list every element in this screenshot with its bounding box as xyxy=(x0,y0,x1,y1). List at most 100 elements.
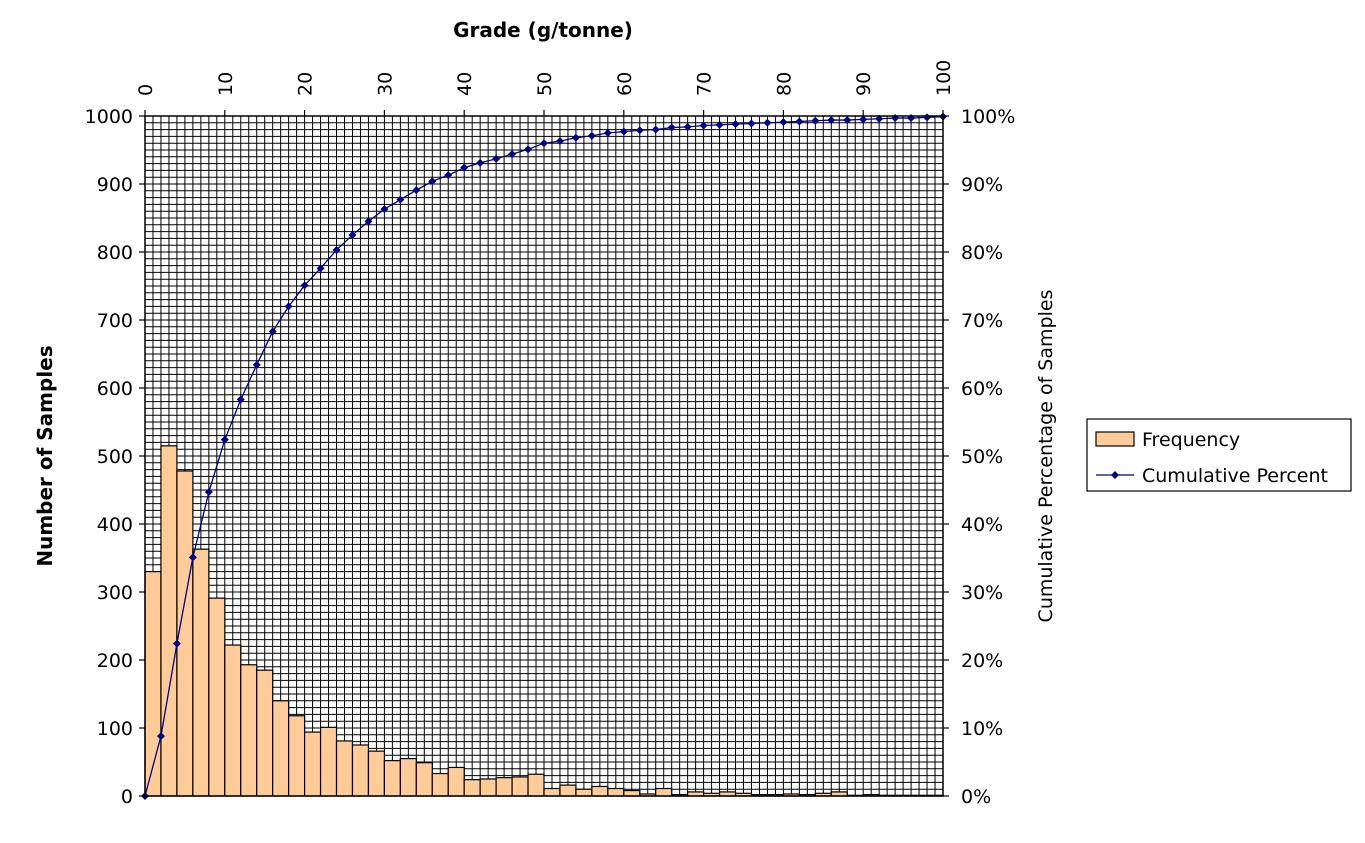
secondary-y-axis-tick-label: 50% xyxy=(961,446,1003,468)
frequency-bar xyxy=(335,740,354,797)
frequency-bar xyxy=(383,760,401,797)
cumulative-percent-point xyxy=(268,327,277,336)
legend-frequency-swatch xyxy=(1095,431,1135,447)
secondary-y-axis-tick-label: 40% xyxy=(961,514,1003,536)
frequency-bar xyxy=(415,762,433,797)
x-axis-tick-label: 50 xyxy=(534,72,556,96)
y-axis-tick-label: 0 xyxy=(121,786,133,808)
cumulative-percent-point xyxy=(651,125,660,134)
cumulative-percent-point xyxy=(747,119,756,128)
cumulative-percent-point xyxy=(476,158,485,167)
cumulative-percent-point xyxy=(683,122,692,131)
x-axis-tick-label: 0 xyxy=(135,84,157,96)
cumulative-percent-point xyxy=(619,127,628,136)
cumulative-percent-point xyxy=(156,732,165,741)
frequency-bar xyxy=(304,731,322,797)
cumulative-line xyxy=(141,112,947,800)
y-axis-title: Number of Samples xyxy=(33,345,57,566)
frequency-bar xyxy=(511,776,529,797)
cumulative-percent-point xyxy=(779,118,788,127)
y-axis-tick-label: 600 xyxy=(97,378,133,400)
y-axis-tick-label: 800 xyxy=(97,242,133,264)
cumulative-percent-point xyxy=(667,123,676,132)
frequency-bar xyxy=(367,750,386,797)
frequency-bar xyxy=(527,773,545,797)
frequency-bar xyxy=(431,772,449,797)
cumulative-percent-point xyxy=(364,217,373,226)
cumulative-percent-point xyxy=(316,264,325,273)
secondary-y-axis-tick-label: 70% xyxy=(961,310,1003,332)
frequency-bar xyxy=(256,669,274,797)
frequency-bar xyxy=(319,726,338,797)
y-axis-tick-label: 100 xyxy=(97,718,133,740)
x-axis-tick-label: 40 xyxy=(454,72,476,96)
cumulative-percent-point xyxy=(571,133,580,142)
cumulative-percent-point xyxy=(396,195,405,204)
secondary-y-axis-tick-label: 60% xyxy=(961,378,1003,400)
secondary-y-axis-tick-label: 0% xyxy=(961,786,991,808)
cumulative-percent-point xyxy=(492,154,501,163)
cumulative-percent-point xyxy=(603,129,612,137)
x-axis-tick-label: 80 xyxy=(773,72,795,96)
cumulative-percent-point xyxy=(524,145,533,154)
legend-frequency-label: Frequency xyxy=(1142,429,1240,451)
y-axis-tick-label: 900 xyxy=(97,174,133,196)
frequency-bar xyxy=(463,779,481,797)
y-axis-tick-label: 700 xyxy=(97,310,133,332)
cumulative-percent-point xyxy=(220,435,229,444)
frequency-bar xyxy=(160,445,178,797)
axes: 010020030040050060070080090010000%10%20%… xyxy=(85,60,1016,808)
legend-cumulative-marker xyxy=(1111,471,1119,479)
frequency-bar xyxy=(240,664,258,797)
cumulative-percent-point xyxy=(284,302,293,311)
secondary-y-axis-tick-label: 20% xyxy=(961,650,1003,672)
cumulative-percent-point xyxy=(444,171,453,180)
y-axis-tick-label: 300 xyxy=(97,582,133,604)
frequency-bar xyxy=(447,766,465,797)
secondary-y-axis-tick-label: 100% xyxy=(961,106,1015,128)
cumulative-percent-point xyxy=(587,131,596,140)
x-axis-tick-label: 70 xyxy=(694,72,716,96)
x-axis-tick-label: 10 xyxy=(215,72,237,96)
frequency-bar xyxy=(399,757,417,797)
x-axis-tick-label: 90 xyxy=(853,72,875,96)
cumulative-percent-point xyxy=(843,116,852,125)
cumulative-percent-point xyxy=(859,115,868,124)
cumulative-percent-point xyxy=(188,553,197,562)
frequency-bar xyxy=(351,744,370,797)
y-axis-tick-label: 1000 xyxy=(85,106,133,128)
frequency-bar xyxy=(288,715,306,797)
frequency-bar xyxy=(208,597,226,797)
cumulative-percent-point xyxy=(300,281,309,290)
secondary-y-axis-tick-label: 90% xyxy=(961,174,1003,196)
cumulative-percent-point xyxy=(763,118,772,127)
cumulative-percent-point xyxy=(236,395,245,404)
y-axis-tick-label: 500 xyxy=(97,446,133,468)
frequency-bar xyxy=(495,777,513,797)
cumulative-percent-point xyxy=(332,245,341,254)
frequency-bar xyxy=(607,787,625,797)
frequency-bars xyxy=(144,445,944,797)
cumulative-percent-point xyxy=(204,488,213,497)
x-axis-tick-label: 30 xyxy=(374,72,396,96)
cumulative-percent-point xyxy=(380,205,389,214)
secondary-y-axis-tick-label: 80% xyxy=(961,242,1003,264)
cumulative-percent-point xyxy=(555,137,564,146)
cumulative-percent-point xyxy=(540,139,548,148)
cumulative-percent-point xyxy=(508,150,517,159)
frequency-bar xyxy=(144,570,162,797)
cumulative-percent-point xyxy=(811,116,820,125)
frequency-bar xyxy=(575,788,593,797)
legend-box xyxy=(1086,418,1352,492)
secondary-y-axis-tick-label: 30% xyxy=(961,582,1003,604)
secondary-y-axis-tick-label: 10% xyxy=(961,718,1003,740)
cumulative-percent-point xyxy=(460,163,469,172)
frequency-bar xyxy=(591,785,609,797)
cumulative-percent-point xyxy=(412,186,421,195)
legend-cumulative-label: Cumulative Percent xyxy=(1142,465,1328,487)
secondary-y-axis-title: Cumulative Percentage of Samples xyxy=(1035,290,1057,623)
cumulative-percent-point xyxy=(172,639,181,648)
cumulative-percent-point xyxy=(348,231,357,239)
